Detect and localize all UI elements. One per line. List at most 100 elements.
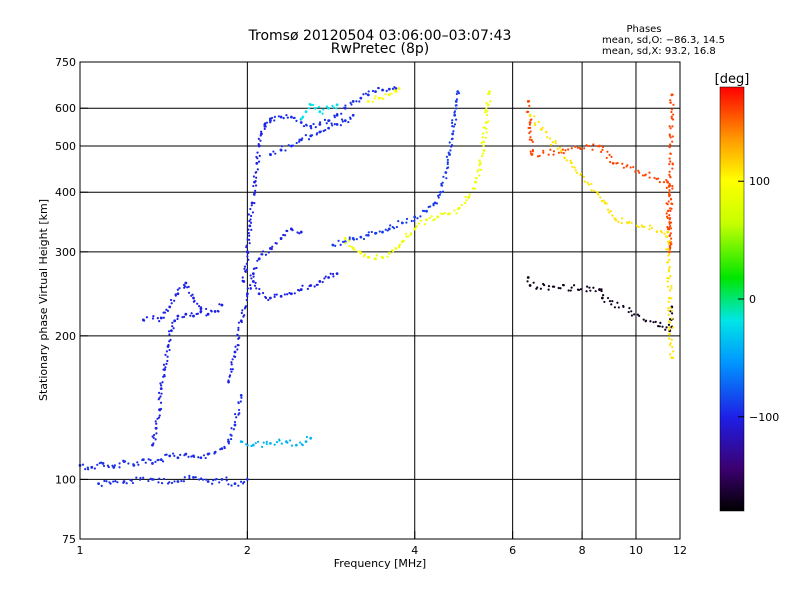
data-point — [482, 152, 485, 155]
data-point — [672, 113, 675, 116]
data-point — [245, 250, 249, 254]
data-point — [321, 280, 324, 284]
data-point — [235, 416, 238, 419]
data-point — [562, 151, 565, 155]
data-point — [468, 193, 471, 196]
data-point — [166, 359, 169, 363]
data-point — [272, 150, 275, 153]
data-point — [109, 482, 112, 485]
data-point — [192, 455, 196, 458]
data-point — [446, 158, 449, 161]
data-point — [244, 269, 247, 273]
data-point — [530, 138, 533, 142]
data-point — [311, 103, 315, 107]
data-point — [537, 120, 540, 123]
data-point — [159, 395, 162, 398]
data-point — [473, 187, 477, 190]
data-point — [239, 319, 243, 323]
data-point — [622, 166, 625, 169]
data-point — [162, 477, 166, 481]
data-point — [307, 138, 311, 141]
data-point — [152, 478, 155, 481]
data-point — [355, 238, 358, 241]
data-point — [218, 303, 221, 306]
data-point — [598, 288, 601, 291]
data-point — [332, 106, 335, 109]
data-point — [441, 212, 445, 215]
data-point — [563, 156, 567, 160]
data-point — [331, 272, 335, 276]
data-point — [484, 136, 487, 139]
data-point — [669, 227, 673, 230]
data-point — [158, 414, 161, 417]
data-point — [155, 432, 158, 435]
data-point — [529, 114, 532, 118]
data-point — [240, 396, 243, 399]
data-point — [246, 444, 249, 447]
data-point — [446, 161, 449, 164]
plot-frame — [79, 61, 681, 540]
data-point — [669, 101, 672, 104]
data-point — [347, 239, 350, 242]
y-axis-label: Stationary phase Virtual Height [km] — [37, 199, 50, 401]
data-point — [257, 292, 261, 296]
data-point — [159, 401, 163, 404]
data-point — [454, 100, 458, 103]
data-point — [430, 215, 433, 218]
data-point — [257, 142, 260, 146]
data-point — [269, 153, 272, 157]
data-point — [667, 300, 670, 303]
data-point — [670, 312, 674, 315]
data-point — [160, 482, 164, 485]
data-point — [432, 204, 435, 207]
data-point — [667, 270, 671, 273]
data-point — [599, 196, 602, 199]
data-point — [670, 356, 674, 360]
data-point — [666, 230, 670, 234]
data-point — [670, 309, 673, 312]
data-point — [437, 196, 440, 199]
data-point — [81, 463, 85, 466]
data-point — [180, 479, 183, 483]
data-point — [665, 186, 668, 190]
data-point — [248, 234, 251, 237]
data-point — [526, 280, 529, 283]
data-point — [163, 311, 167, 314]
data-point — [165, 362, 168, 365]
data-point — [448, 153, 451, 156]
data-point — [632, 165, 635, 169]
data-point — [452, 130, 455, 133]
data-point — [668, 240, 671, 243]
data-point — [329, 272, 332, 275]
data-point — [616, 301, 619, 304]
data-point — [325, 105, 328, 108]
data-point — [588, 286, 591, 289]
data-point — [169, 338, 172, 341]
data-point — [258, 287, 261, 291]
data-point — [252, 193, 256, 196]
data-point — [667, 242, 671, 246]
data-point — [398, 246, 401, 249]
data-point — [668, 214, 671, 217]
data-point — [658, 181, 661, 184]
data-point — [155, 427, 158, 430]
data-point — [542, 151, 545, 154]
data-point — [603, 300, 606, 304]
data-point — [144, 461, 147, 464]
data-point — [529, 150, 532, 153]
data-point — [486, 103, 490, 107]
data-point — [232, 428, 235, 431]
data-point — [183, 476, 186, 479]
data-point — [445, 155, 449, 158]
x-axis-label: Frequency [MHz] — [334, 557, 426, 570]
data-point — [291, 144, 295, 147]
data-point — [251, 280, 255, 283]
data-point — [131, 481, 135, 485]
data-point — [653, 176, 656, 180]
data-point — [668, 221, 671, 224]
data-point — [197, 456, 200, 459]
data-point — [606, 208, 610, 211]
data-point — [256, 151, 259, 154]
data-point — [86, 466, 89, 469]
data-point — [247, 258, 250, 261]
